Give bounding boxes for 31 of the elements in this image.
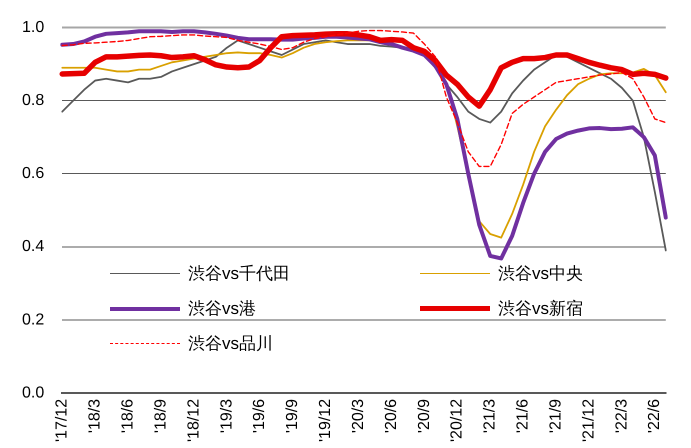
x-tick-label: '17/12 xyxy=(54,398,71,442)
x-tick-label: '20/6 xyxy=(382,398,400,434)
x-tick-label: '18/6 xyxy=(119,398,136,434)
y-tick-label: 0.2 xyxy=(22,311,44,328)
legend-label: 渋谷vs港 xyxy=(188,298,256,320)
legend-label: 渋谷vs中央 xyxy=(498,263,583,285)
y-tick-label: 0.4 xyxy=(22,238,44,256)
y-tick-label: 0.8 xyxy=(22,92,44,110)
legend-label: 渋谷vs新宿 xyxy=(498,298,583,320)
x-tick-label: '18/3 xyxy=(86,398,104,434)
x-tick-label: '21/3 xyxy=(482,398,499,434)
x-tick-label: '22/6 xyxy=(646,398,664,434)
x-tick-label: '18/12 xyxy=(185,398,202,442)
y-tick-label: 0.6 xyxy=(22,165,44,182)
legend-label: 渋谷vs千代田 xyxy=(188,263,290,285)
x-tick-label: '18/9 xyxy=(152,398,170,434)
x-tick-label: '20/3 xyxy=(350,398,367,434)
x-tick-label: '21/9 xyxy=(547,398,564,434)
x-tick-label: '19/3 xyxy=(218,398,236,434)
x-tick-label: '21/6 xyxy=(514,398,532,434)
x-tick-label: '19/9 xyxy=(284,398,302,434)
legend-label: 渋谷vs品川 xyxy=(188,333,273,355)
x-tick-label: '20/12 xyxy=(448,398,466,442)
line-series xyxy=(62,30,666,168)
x-tick-label: '20/9 xyxy=(416,398,433,434)
x-tick-label: '19/6 xyxy=(251,398,268,434)
x-tick-label: '19/12 xyxy=(317,398,334,442)
y-tick-label: 1.0 xyxy=(22,19,44,36)
x-tick-label: '22/3 xyxy=(613,398,630,434)
x-tick-label: '21/12 xyxy=(580,398,598,442)
y-tick-label: 0.0 xyxy=(22,384,44,402)
